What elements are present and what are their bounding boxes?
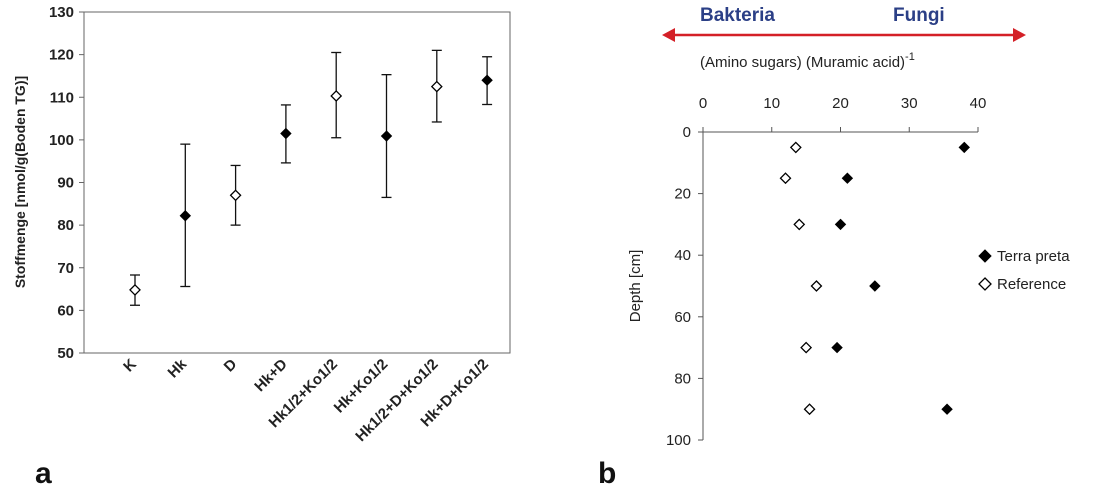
data-point-group: [481, 56, 493, 106]
data-point: [229, 189, 242, 202]
data-point: [834, 218, 847, 231]
data-point: [793, 218, 806, 231]
data-point: [481, 74, 493, 86]
chart-a-x-axis: K Hk D Hk+DHk1/2+Ko1/2Hk+Ko1/2Hk1/2+D+Ko1/2…: [120, 355, 492, 445]
y-tick-label: 40: [674, 247, 691, 264]
chart-b-x-axis-title-superscript: -1: [905, 51, 915, 63]
x-tick-label: 40: [970, 95, 987, 112]
legend-terra-preta-label: Terra preta: [997, 248, 1070, 265]
y-tick-label: 110: [50, 89, 74, 106]
arrow-head-left: [662, 28, 675, 42]
y-tick-label: 20: [674, 186, 691, 203]
y-tick-label: 90: [57, 175, 74, 192]
x-tick-label: Hk: [165, 355, 191, 381]
y-tick-label: 80: [57, 217, 74, 234]
data-point: [800, 341, 813, 354]
x-tick-label: 20: [832, 95, 849, 112]
data-point: [803, 403, 816, 416]
arrow-label-bakteria: Bakteria: [700, 5, 775, 26]
panel-b-label: b: [598, 457, 616, 489]
data-point: [831, 341, 843, 354]
y-tick-label: 60: [674, 309, 691, 326]
chart-b: Bakteria Fungi (Amino sugars) (Muramic a…: [627, 5, 1070, 449]
chart-b-y-axis-title: Depth [cm]: [627, 250, 644, 323]
y-tick-label: 130: [49, 4, 74, 21]
y-tick-label: 100: [666, 432, 691, 449]
legend-reference-label: Reference: [997, 276, 1066, 293]
x-tick-label: K: [120, 356, 140, 376]
panel-a-label: a: [35, 457, 52, 489]
y-tick-label: 80: [674, 370, 691, 387]
data-point: [789, 141, 802, 154]
data-point-group: [179, 143, 192, 288]
data-point: [779, 172, 792, 185]
y-tick-label: 100: [49, 132, 74, 149]
data-point: [330, 90, 343, 102]
x-tick-label: 0: [699, 95, 707, 112]
chart-b-x-axis-title: (Amino sugars) (Muramic acid)-1: [700, 51, 915, 71]
x-tick-label: Hk+D: [251, 356, 291, 396]
chart-a-marks: [129, 49, 493, 306]
chart-a-y-axis: 50 60 70 80 90 100 110 120 130: [49, 4, 84, 362]
data-point: [810, 280, 823, 292]
y-tick-label: 50: [57, 345, 74, 362]
chart-b-x-axis: 0 10 20 30 40: [699, 95, 987, 132]
data-point-group: [330, 51, 343, 139]
y-tick-label: 0: [683, 124, 691, 141]
y-tick-label: 70: [57, 260, 74, 277]
chart-b-y-axis: 0 20 40 60 80 100: [666, 124, 703, 449]
chart-b-legend: Terra preta Reference: [978, 248, 1070, 293]
chart-b-x-axis-title-main: (Amino sugars) (Muramic acid): [700, 54, 905, 71]
data-point: [280, 127, 292, 140]
arrow-head-right: [1013, 28, 1026, 42]
x-tick-label: 10: [763, 95, 780, 112]
legend-terra-preta-marker: [978, 249, 992, 263]
bacteria-fungi-arrow: Bakteria Fungi: [662, 5, 1026, 42]
chart-a-y-axis-title: Stoffmenge [nmol/g(Boden TG)]: [12, 76, 28, 288]
data-point: [958, 141, 970, 154]
series-reference: [779, 141, 823, 416]
legend-reference-marker: [978, 277, 992, 291]
arrow-label-fungi: Fungi: [893, 5, 945, 26]
y-tick-label: 120: [49, 47, 74, 64]
data-point-group: [129, 274, 141, 306]
data-point: [430, 80, 443, 93]
data-point: [941, 403, 953, 415]
data-point-group: [280, 104, 292, 164]
chart-b-marks: [779, 141, 970, 416]
data-point: [869, 280, 881, 292]
data-point: [841, 172, 854, 184]
y-tick-label: 60: [57, 302, 74, 319]
chart-a-plot-frame: [83, 11, 511, 354]
data-point-group: [229, 164, 242, 226]
x-tick-label: D: [221, 356, 241, 376]
series-terra-preta: [831, 141, 970, 415]
data-point-group: [430, 49, 443, 123]
data-point-group: [380, 74, 393, 199]
data-point: [129, 283, 141, 296]
data-point: [179, 210, 192, 222]
data-point: [380, 130, 393, 142]
x-tick-label: 30: [901, 95, 918, 112]
